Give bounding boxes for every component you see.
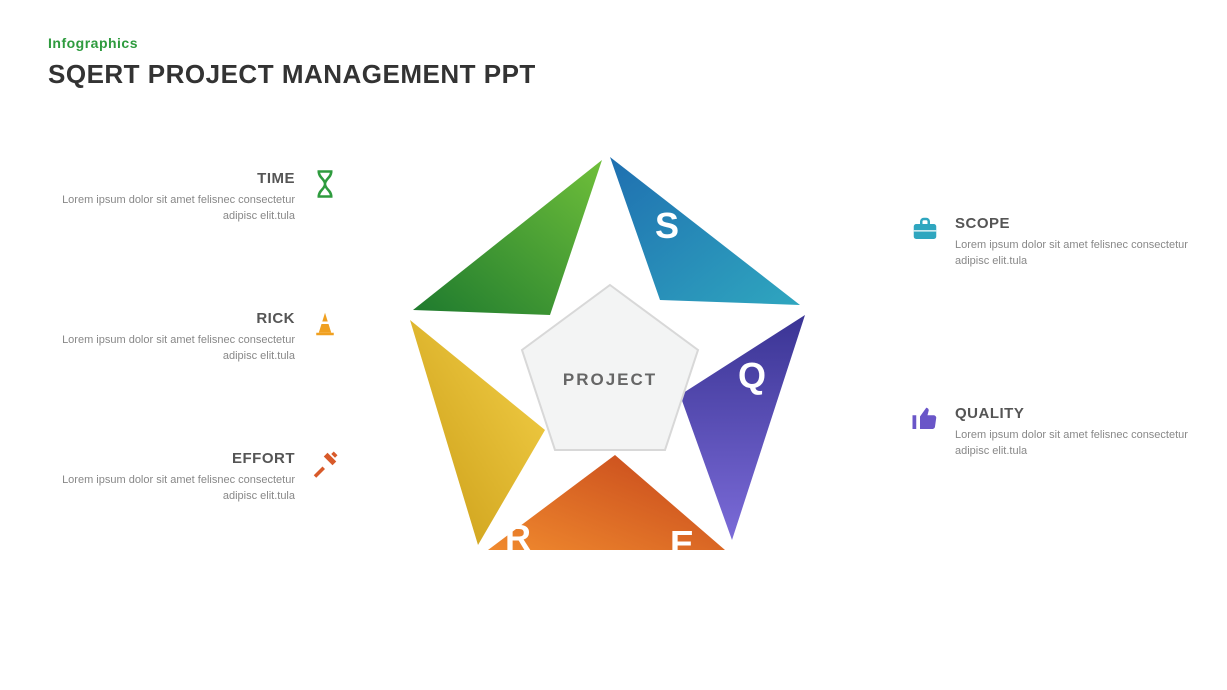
- callout-quality: QUALITY Lorem ipsum dolor sit amet felis…: [955, 405, 1195, 460]
- callout-effort: EFFORT Lorem ipsum dolor sit amet felisn…: [55, 450, 295, 505]
- callout-body: Lorem ipsum dolor sit amet felisnec cons…: [55, 473, 295, 505]
- briefcase-icon: [907, 211, 943, 247]
- slide-title: SQERT PROJECT MANAGEMENT PPT: [48, 59, 536, 90]
- letter-q: Q: [738, 355, 766, 397]
- callout-title: EFFORT: [55, 450, 295, 467]
- callout-title: TIME: [55, 170, 295, 187]
- callout-body: Lorem ipsum dolor sit amet felisnec cons…: [55, 193, 295, 225]
- center-pentagon: PROJECT: [525, 295, 695, 465]
- letter-e: E: [670, 523, 694, 565]
- callout-title: SCOPE: [955, 215, 1195, 232]
- hourglass-icon: [307, 166, 343, 202]
- segment-s: [610, 157, 800, 305]
- letter-r: R: [505, 517, 531, 559]
- callout-time: TIME Lorem ipsum dolor sit amet felisnec…: [55, 170, 295, 225]
- slide-header: Infographics SQERT PROJECT MANAGEMENT PP…: [48, 35, 536, 90]
- letter-t: T: [455, 320, 477, 362]
- callout-title: RICK: [55, 310, 295, 327]
- callout-body: Lorem ipsum dolor sit amet felisnec cons…: [55, 333, 295, 365]
- segment-t: [413, 160, 602, 315]
- tools-icon: [307, 446, 343, 482]
- callout-title: QUALITY: [955, 405, 1195, 422]
- segment-q: [680, 315, 805, 540]
- callout-scope: SCOPE Lorem ipsum dolor sit amet felisne…: [955, 215, 1195, 270]
- callout-risk: RICK Lorem ipsum dolor sit amet felisnec…: [55, 310, 295, 365]
- eyebrow: Infographics: [48, 35, 536, 51]
- callout-body: Lorem ipsum dolor sit amet felisnec cons…: [955, 428, 1195, 460]
- center-label: PROJECT: [563, 370, 657, 390]
- pentagon-diagram: PROJECT S Q E R T: [380, 145, 840, 605]
- thumbsup-icon: [907, 401, 943, 437]
- callout-body: Lorem ipsum dolor sit amet felisnec cons…: [955, 238, 1195, 270]
- letter-s: S: [655, 205, 679, 247]
- cone-icon: [307, 306, 343, 342]
